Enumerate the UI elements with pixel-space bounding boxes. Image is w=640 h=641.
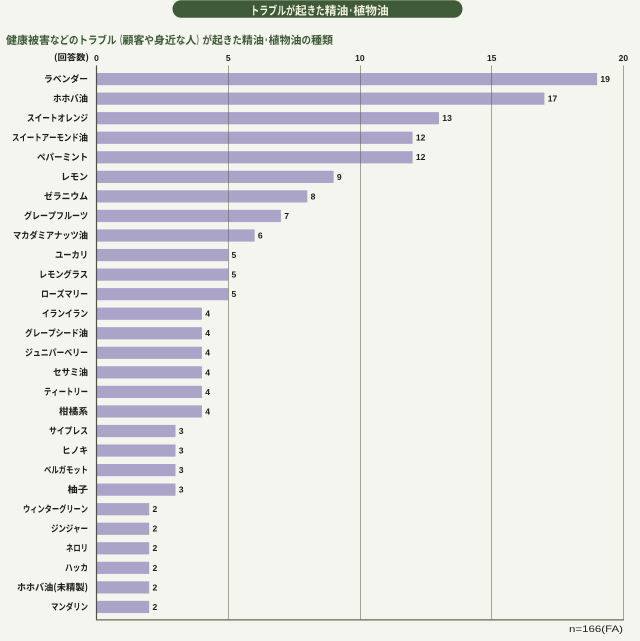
svg-text:2: 2	[153, 582, 158, 592]
svg-text:13: 13	[442, 113, 452, 123]
svg-text:2: 2	[153, 602, 158, 612]
svg-text:15: 15	[487, 53, 497, 63]
svg-text:5: 5	[232, 270, 237, 280]
svg-text:3: 3	[179, 465, 184, 475]
svg-text:2: 2	[153, 504, 158, 514]
svg-text:2: 2	[153, 563, 158, 573]
svg-text:20: 20	[619, 53, 629, 63]
svg-text:4: 4	[205, 348, 210, 358]
svg-text:3: 3	[179, 445, 184, 455]
svg-text:5: 5	[232, 250, 237, 260]
svg-text:6: 6	[258, 230, 263, 240]
svg-text:4: 4	[205, 328, 210, 338]
svg-text:3: 3	[179, 426, 184, 436]
svg-text:4: 4	[205, 309, 210, 319]
svg-text:12: 12	[416, 152, 426, 162]
svg-text:5: 5	[232, 289, 237, 299]
svg-text:2: 2	[153, 543, 158, 553]
svg-text:7: 7	[284, 211, 289, 221]
svg-text:5: 5	[226, 53, 231, 63]
svg-text:8: 8	[311, 191, 316, 201]
svg-text:12: 12	[416, 133, 426, 143]
svg-text:10: 10	[355, 53, 365, 63]
svg-text:4: 4	[205, 406, 210, 416]
svg-text:3: 3	[179, 485, 184, 495]
svg-text:n=166(FA): n=166(FA)	[569, 624, 623, 635]
svg-text:0: 0	[94, 53, 99, 63]
svg-text:19: 19	[600, 74, 610, 84]
svg-text:9: 9	[337, 172, 342, 182]
svg-text:4: 4	[205, 387, 210, 397]
svg-text:2: 2	[153, 524, 158, 534]
svg-text:17: 17	[548, 94, 558, 104]
svg-text:4: 4	[205, 367, 210, 377]
